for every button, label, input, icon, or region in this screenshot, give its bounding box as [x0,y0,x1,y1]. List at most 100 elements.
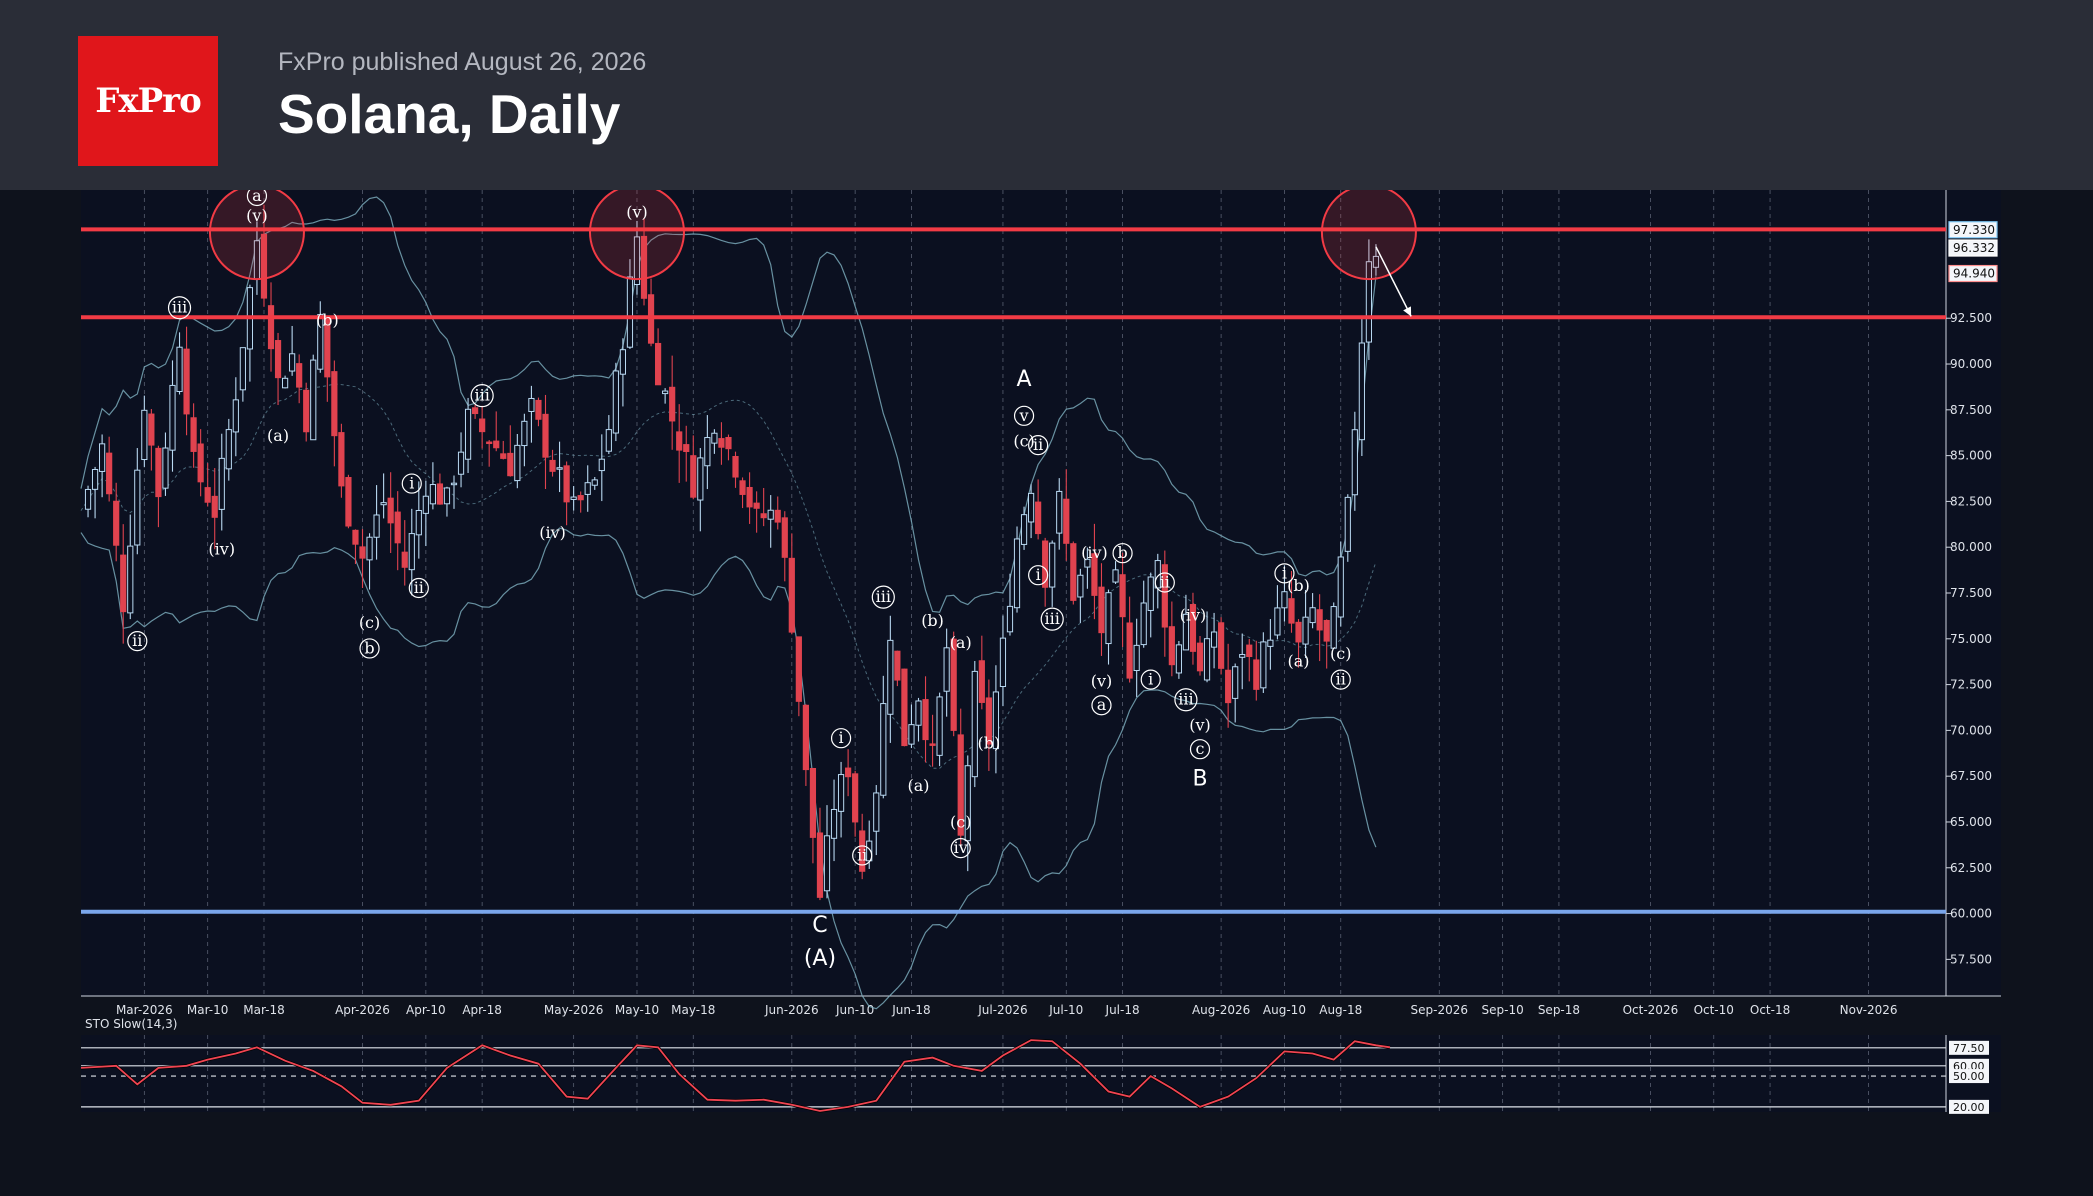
wave-label: (c) [1013,431,1034,450]
candle-body [1218,622,1225,669]
candle-body [978,660,985,703]
candle-body [887,639,894,715]
candle-body [570,496,577,500]
sto-slow-line [80,1039,1391,1112]
sto-tick-box [1949,1099,1989,1114]
date-tick-label: May-10 [615,1003,659,1017]
candle-body [436,483,444,505]
candle-body [584,482,591,495]
wave-label: (c) [359,613,380,632]
wave-label: (a) [950,633,972,652]
candle-body [852,773,859,823]
wave-label: (b) [316,311,339,330]
candle-body [823,835,831,892]
candle-body [837,774,845,812]
wave-label-circle [359,638,380,659]
candle-body [521,420,528,447]
sto-tick-box [1949,1069,1989,1084]
candle-body [366,536,373,561]
candle-body [1274,607,1281,636]
candle-body [479,418,486,433]
date-tick-label: Nov-2026 [1840,1003,1898,1017]
candle-body [1309,607,1316,624]
candle-body [1006,605,1014,633]
candle-body [1344,496,1351,552]
candle-body [563,465,570,503]
upper-band [80,196,1377,613]
price-tick-label: 72.500 [1950,678,1992,692]
candle-body [950,638,957,731]
candle-body [162,447,169,489]
candle-body [683,444,690,453]
candle-body [113,500,120,546]
candle-body [486,441,493,445]
date-tick-label: Oct-18 [1750,1003,1790,1017]
price-label-box [1948,221,1998,239]
wave-label: (c) [1330,644,1351,663]
candle-body [788,557,795,633]
wave-label: iii [876,587,891,606]
wave-label: i [409,474,414,493]
candle-body [450,482,458,486]
wave-label: a [252,190,262,205]
wave-label: ii [414,578,424,597]
candle-body [873,792,880,832]
wave-label: i [1282,563,1287,582]
date-tick-label: Apr-18 [462,1003,502,1017]
date-tick-label: Aug-2026 [1192,1003,1250,1017]
wave-label-circle [1174,688,1198,712]
candle-body [373,514,380,538]
wave-label-circle [401,473,422,494]
candle-body [929,743,936,746]
candle-body [1203,638,1211,681]
candle-body [711,432,718,444]
wave-label-circle [1112,543,1133,564]
candle-body [1281,591,1288,609]
wave-label: c [1196,739,1205,758]
candle-body [859,830,866,872]
candle-body [120,554,127,613]
wave-label: (a) [1288,651,1310,670]
candle-body [155,447,162,498]
candle-body [528,397,535,412]
price-label-box [1948,264,1998,283]
candle-body [901,668,908,747]
wave-label: (v) [626,202,648,221]
candle-body [992,691,1000,750]
candle-body [795,636,802,702]
wave-label: (A) [804,946,836,971]
wave-label: A [1017,367,1032,392]
candle-body [1267,639,1274,647]
date-tick-label: Aug-10 [1263,1003,1306,1017]
highlight-circle [208,190,305,281]
candle-body [1260,641,1267,689]
wave-label-circle [1154,572,1175,593]
candle-body [690,455,697,498]
candle-body [225,429,232,470]
candle-body [1147,576,1154,611]
candle-body [936,696,943,756]
date-tick-label: Aug-18 [1319,1003,1362,1017]
wave-label-circle [871,585,895,609]
candle-body [816,832,824,898]
projection-arrow [1375,246,1412,317]
wave-label-circle [830,728,852,749]
wave-label: i [1148,670,1153,689]
sto-pane-bg [81,1035,2001,1112]
candle-body [415,510,422,536]
candle-body [845,767,852,778]
candle-body [338,432,345,487]
price-label-box [1948,239,1998,257]
candle-body [1063,498,1070,544]
candle-body [1189,604,1197,652]
candle-body [697,457,704,501]
candle-body [141,409,148,461]
wave-label: iii [1178,690,1193,709]
candle-body [472,407,479,415]
candle-body [894,650,901,681]
candle-body [809,768,817,838]
price-tick-label: 67.500 [1950,769,1992,783]
candle-body [429,484,436,505]
candle-body [1027,492,1035,523]
wave-label: ii [132,631,142,650]
